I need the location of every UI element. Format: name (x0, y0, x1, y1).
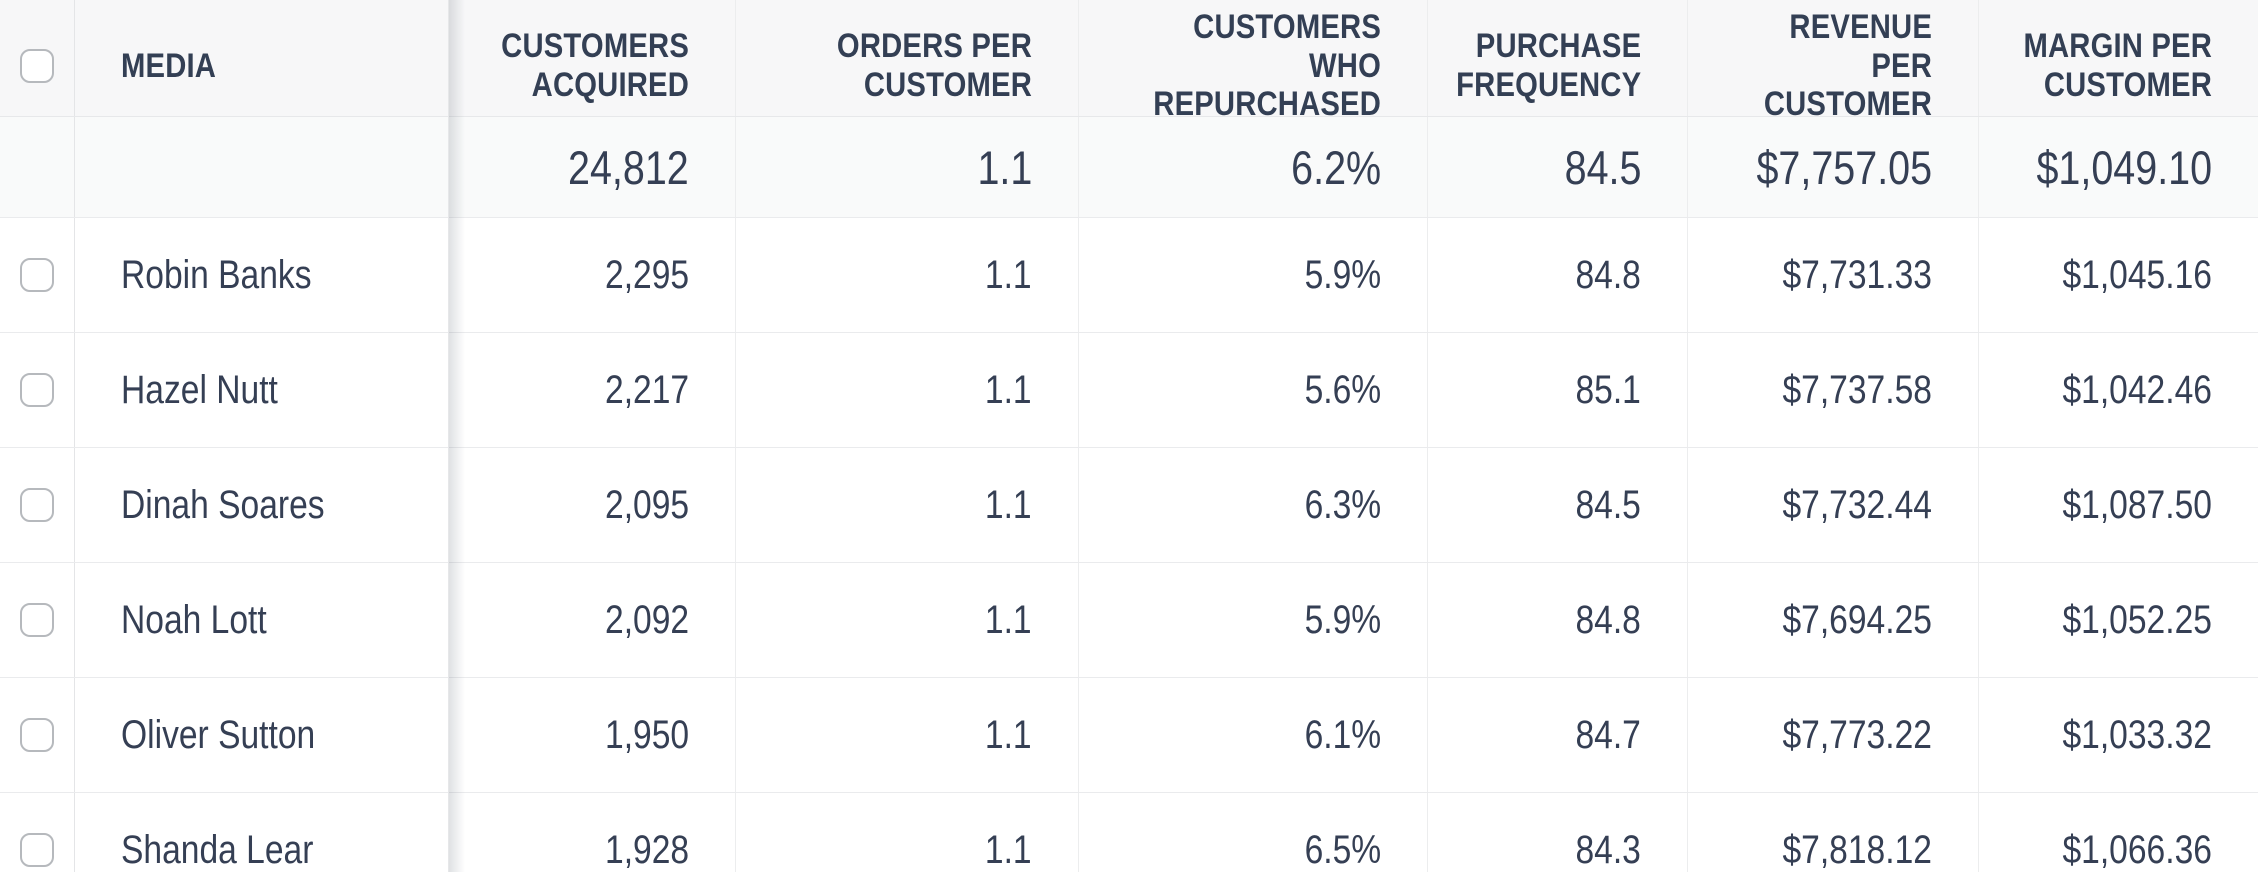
table-row: Noah Lott 2,092 1.1 5.9% 84.8 $7,694.25 … (0, 563, 2258, 678)
margin-per-customer-cell: $1,052.25 (1978, 563, 2258, 677)
column-header-media[interactable]: MEDIA (121, 46, 217, 85)
media-cell: Oliver Sutton (121, 712, 316, 757)
row-checkbox[interactable] (20, 718, 54, 752)
row-checkbox-cell (0, 218, 75, 332)
row-checkbox-cell (0, 563, 75, 677)
purchase-frequency-cell: 84.5 (1427, 448, 1687, 562)
column-header-customers-who-repurchased[interactable]: CUSTOMERS WHO REPURCHASED (1078, 0, 1427, 116)
row-checkbox-cell (0, 333, 75, 447)
customers-acquired-cell: 2,217 (604, 367, 689, 412)
purchase-frequency-cell: 84.8 (1427, 563, 1687, 677)
row-checkbox[interactable] (20, 258, 54, 292)
orders-per-customer-cell: 1.1 (735, 793, 1078, 872)
customers-who-repurchased-cell: 6.5% (1078, 793, 1427, 872)
orders-per-customer-cell: 1.1 (735, 218, 1078, 332)
media-cell: Shanda Lear (121, 827, 314, 872)
margin-per-customer-cell: $1,087.50 (1978, 448, 2258, 562)
media-cell: Noah Lott (121, 597, 267, 642)
revenue-per-customer-cell: $7,773.22 (1687, 678, 1978, 792)
media-cell: Robin Banks (121, 252, 312, 297)
row-checkbox[interactable] (20, 833, 54, 867)
totals-purchase-frequency: 84.5 (1427, 117, 1687, 217)
customers-who-repurchased-cell: 6.1% (1078, 678, 1427, 792)
table-row: Oliver Sutton 1,950 1.1 6.1% 84.7 $7,773… (0, 678, 2258, 793)
header-checkbox-cell (0, 0, 75, 116)
column-header-purchase-frequency[interactable]: PURCHASE FREQUENCY (1427, 0, 1687, 116)
margin-per-customer-cell: $1,066.36 (1978, 793, 2258, 872)
customers-who-repurchased-cell: 5.6% (1078, 333, 1427, 447)
margin-per-customer-cell: $1,042.46 (1978, 333, 2258, 447)
row-checkbox[interactable] (20, 603, 54, 637)
revenue-per-customer-cell: $7,731.33 (1687, 218, 1978, 332)
select-all-checkbox[interactable] (20, 49, 54, 83)
table-row: Shanda Lear 1,928 1.1 6.5% 84.3 $7,818.1… (0, 793, 2258, 872)
orders-per-customer-cell: 1.1 (735, 333, 1078, 447)
row-checkbox-cell (0, 793, 75, 872)
totals-media-cell (75, 117, 449, 217)
purchase-frequency-cell: 84.8 (1427, 218, 1687, 332)
margin-per-customer-cell: $1,033.32 (1978, 678, 2258, 792)
row-checkbox[interactable] (20, 488, 54, 522)
customers-acquired-cell: 1,928 (604, 827, 689, 872)
column-header-revenue-per-customer[interactable]: REVENUE PER CUSTOMER (1687, 0, 1978, 116)
customers-acquired-cell: 2,095 (604, 482, 689, 527)
purchase-frequency-cell: 85.1 (1427, 333, 1687, 447)
revenue-per-customer-cell: $7,737.58 (1687, 333, 1978, 447)
revenue-per-customer-cell: $7,694.25 (1687, 563, 1978, 677)
table-row: Dinah Soares 2,095 1.1 6.3% 84.5 $7,732.… (0, 448, 2258, 563)
customers-who-repurchased-cell: 5.9% (1078, 563, 1427, 677)
totals-row: 24,812 1.1 6.2% 84.5 $7,757.05 $1,049.10 (0, 117, 2258, 218)
column-header-orders-per-customer[interactable]: ORDERS PER CUSTOMER (735, 0, 1078, 116)
revenue-per-customer-cell: $7,732.44 (1687, 448, 1978, 562)
totals-orders-per-customer: 1.1 (735, 117, 1078, 217)
table-header-row: MEDIA CUSTOMERS ACQUIRED ORDERS PER CUST… (0, 0, 2258, 117)
totals-margin-per-customer: $1,049.10 (1978, 117, 2258, 217)
totals-revenue-per-customer: $7,757.05 (1687, 117, 1978, 217)
purchase-frequency-cell: 84.7 (1427, 678, 1687, 792)
row-checkbox[interactable] (20, 373, 54, 407)
customers-who-repurchased-cell: 6.3% (1078, 448, 1427, 562)
column-header-margin-per-customer[interactable]: MARGIN PER CUSTOMER (1978, 0, 2258, 116)
totals-customers-acquired: 24,812 (568, 140, 689, 194)
customers-acquired-cell: 2,092 (604, 597, 689, 642)
row-checkbox-cell (0, 678, 75, 792)
customers-acquired-cell: 2,295 (604, 252, 689, 297)
totals-customers-who-repurchased: 6.2% (1078, 117, 1427, 217)
media-cell: Hazel Nutt (121, 367, 278, 412)
row-checkbox-cell (0, 448, 75, 562)
revenue-per-customer-cell: $7,818.12 (1687, 793, 1978, 872)
orders-per-customer-cell: 1.1 (735, 563, 1078, 677)
customers-acquired-cell: 1,950 (604, 712, 689, 757)
customers-who-repurchased-cell: 5.9% (1078, 218, 1427, 332)
totals-checkbox-cell (0, 117, 75, 217)
purchase-frequency-cell: 84.3 (1427, 793, 1687, 872)
media-cell: Dinah Soares (121, 482, 325, 527)
orders-per-customer-cell: 1.1 (735, 678, 1078, 792)
column-header-customers-acquired[interactable]: CUSTOMERS ACQUIRED (501, 27, 689, 104)
orders-per-customer-cell: 1.1 (735, 448, 1078, 562)
table-row: Hazel Nutt 2,217 1.1 5.6% 85.1 $7,737.58… (0, 333, 2258, 448)
table-row: Robin Banks 2,295 1.1 5.9% 84.8 $7,731.3… (0, 218, 2258, 333)
margin-per-customer-cell: $1,045.16 (1978, 218, 2258, 332)
